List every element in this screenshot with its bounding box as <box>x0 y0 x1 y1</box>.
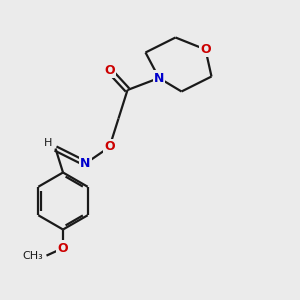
Text: O: O <box>58 242 68 255</box>
Text: H: H <box>44 138 52 148</box>
Text: N: N <box>80 157 91 170</box>
Text: CH₃: CH₃ <box>23 250 44 261</box>
Text: O: O <box>104 64 115 77</box>
Text: O: O <box>104 140 115 154</box>
Text: N: N <box>154 71 164 85</box>
Text: O: O <box>200 43 211 56</box>
